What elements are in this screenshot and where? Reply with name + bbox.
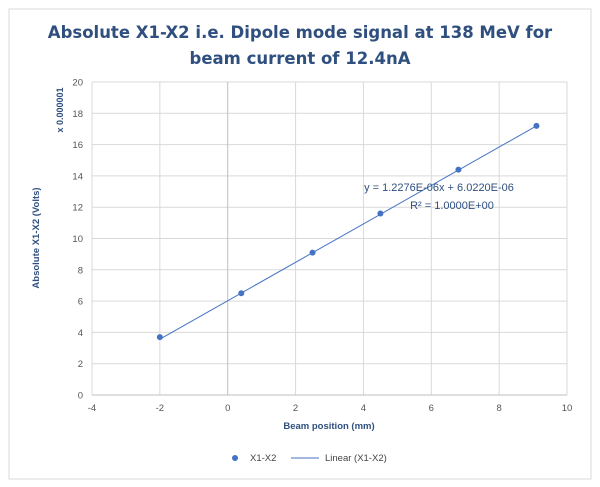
y-tick-label: 0 — [78, 391, 83, 402]
y-tick-label: 18 — [72, 109, 83, 120]
y-tick-label: 14 — [72, 171, 83, 182]
y-tick-label: 16 — [72, 140, 83, 151]
y-tick-label: 8 — [78, 265, 83, 276]
x-tick-label: 0 — [225, 403, 230, 414]
data-point — [156, 334, 163, 341]
x-tick-label: 8 — [496, 403, 501, 414]
y-tick-label: 2 — [78, 359, 83, 370]
grid — [91, 81, 568, 395]
data-point — [533, 122, 540, 129]
chart-border — [8, 8, 592, 480]
x-tick-label: -2 — [156, 403, 164, 414]
legend: X1-X2 Linear (X1-X2) — [232, 453, 387, 464]
chart-title-line1: Absolute X1-X2 i.e. Dipole mode signal a… — [48, 23, 553, 42]
x-tick-label: 6 — [429, 403, 434, 414]
x-tick-label: 4 — [361, 403, 366, 414]
trendline-r-squared: R² = 1.0000E+00 — [410, 200, 494, 212]
y-axis-multiplier: x 0.000001 — [55, 87, 65, 132]
data-point — [455, 166, 462, 173]
y-axis-title: Absolute X1-X2 (Volts) — [31, 187, 42, 288]
trendline — [159, 125, 537, 340]
legend-marker-x1-x2 — [232, 455, 238, 461]
x-axis-title: Beam position (mm) — [283, 421, 374, 432]
tick-labels: 0 2 4 6 8 10 12 14 16 18 20 -4 -2 0 2 4 6 8 10 — [72, 78, 572, 415]
trendline-equation: y = 1.2276E-06x + 6.0220E-06 — [364, 182, 514, 194]
y-tick-label: 10 — [72, 234, 83, 245]
y-tick-label: 12 — [72, 203, 83, 214]
x-tick-label: 10 — [562, 403, 573, 414]
x-tick-label: 2 — [293, 403, 298, 414]
data-point — [238, 290, 245, 297]
legend-label-linear: Linear (X1-X2) — [325, 453, 387, 464]
data-point — [377, 210, 384, 217]
y-tick-label: 4 — [78, 328, 83, 339]
data-points — [156, 122, 540, 341]
chart-title-line2: beam current of 12.4nA — [190, 49, 411, 68]
axes — [92, 82, 567, 396]
trendline-group — [159, 125, 537, 340]
data-point — [309, 249, 316, 256]
x-tick-label: -4 — [88, 403, 96, 414]
y-tick-label: 20 — [72, 78, 83, 89]
y-tick-label: 6 — [78, 297, 83, 308]
legend-label-x1-x2: X1-X2 — [250, 453, 276, 464]
